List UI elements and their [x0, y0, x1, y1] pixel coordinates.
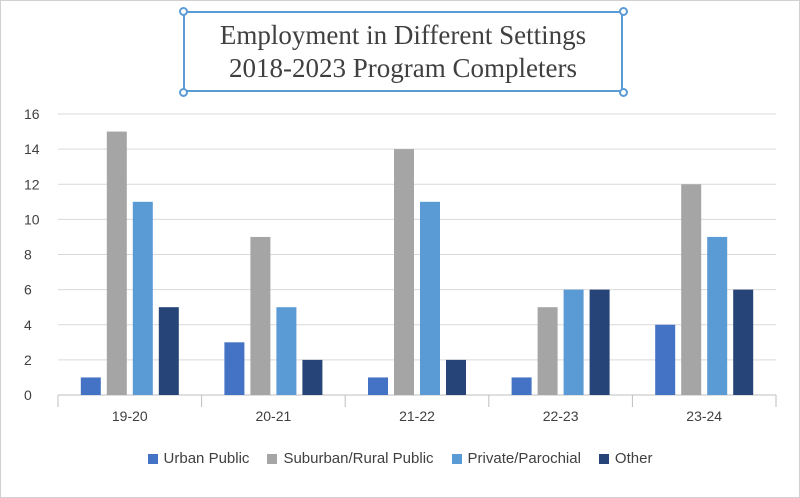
chart-subtitle: 2018-2023 Program Completers — [229, 52, 577, 83]
chart-title-box[interactable]: Employment in Different Settings 2018-20… — [183, 11, 623, 92]
legend-item: Private/Parochial — [451, 450, 581, 467]
bar — [420, 201, 440, 395]
bar — [511, 377, 532, 395]
legend-swatch — [147, 453, 158, 464]
y-tick-label: 2 — [24, 352, 32, 368]
bar — [158, 307, 179, 395]
chart-title: Employment in Different Settings — [219, 19, 587, 50]
x-tick-label: 19-20 — [112, 408, 148, 424]
bar — [589, 289, 610, 395]
x-tick-label: 21-22 — [399, 408, 435, 424]
bar — [132, 201, 153, 395]
legend: Urban Public Suburban/Rural Public Private… — [0, 450, 800, 467]
legend-label: Other — [614, 450, 653, 467]
resize-handle-bottom-left[interactable] — [179, 88, 188, 97]
y-tick-label: 6 — [24, 282, 32, 298]
x-tick-label: 22-23 — [543, 408, 579, 424]
legend-swatch — [451, 453, 462, 464]
bar — [276, 307, 297, 395]
bar — [250, 236, 271, 395]
legend-label: Private/Parochial — [467, 450, 581, 467]
y-tick-label: 0 — [24, 387, 32, 403]
y-tick-label: 10 — [24, 211, 40, 227]
bar — [224, 342, 245, 395]
legend-label: Suburban/Rural Public — [283, 450, 434, 467]
legend-item: Urban Public — [147, 450, 250, 467]
bar — [707, 236, 728, 395]
bar — [655, 324, 676, 395]
bar — [537, 307, 558, 395]
bar — [446, 359, 466, 395]
bar — [106, 131, 127, 395]
y-tick-label: 14 — [24, 141, 40, 157]
legend-swatch — [267, 453, 278, 464]
x-tick-label: 23-24 — [686, 408, 722, 424]
legend-item: Other — [598, 450, 653, 467]
bar — [80, 377, 101, 395]
bar — [733, 289, 754, 395]
bar — [394, 149, 414, 395]
bar — [563, 289, 584, 395]
resize-handle-top-right[interactable] — [619, 7, 628, 16]
bar — [302, 359, 323, 395]
y-tick-label: 8 — [24, 247, 32, 263]
y-tick-label: 16 — [24, 106, 40, 122]
resize-handle-top-left[interactable] — [179, 7, 188, 16]
x-tick-label: 20-21 — [255, 408, 291, 424]
legend-label: Urban Public — [163, 450, 250, 467]
bar — [681, 184, 702, 395]
legend-item: Suburban/Rural Public — [267, 450, 434, 467]
legend-swatch — [598, 453, 609, 464]
bar — [368, 377, 388, 395]
y-tick-label: 12 — [24, 176, 40, 192]
y-tick-label: 4 — [24, 317, 32, 333]
resize-handle-bottom-right[interactable] — [619, 88, 628, 97]
